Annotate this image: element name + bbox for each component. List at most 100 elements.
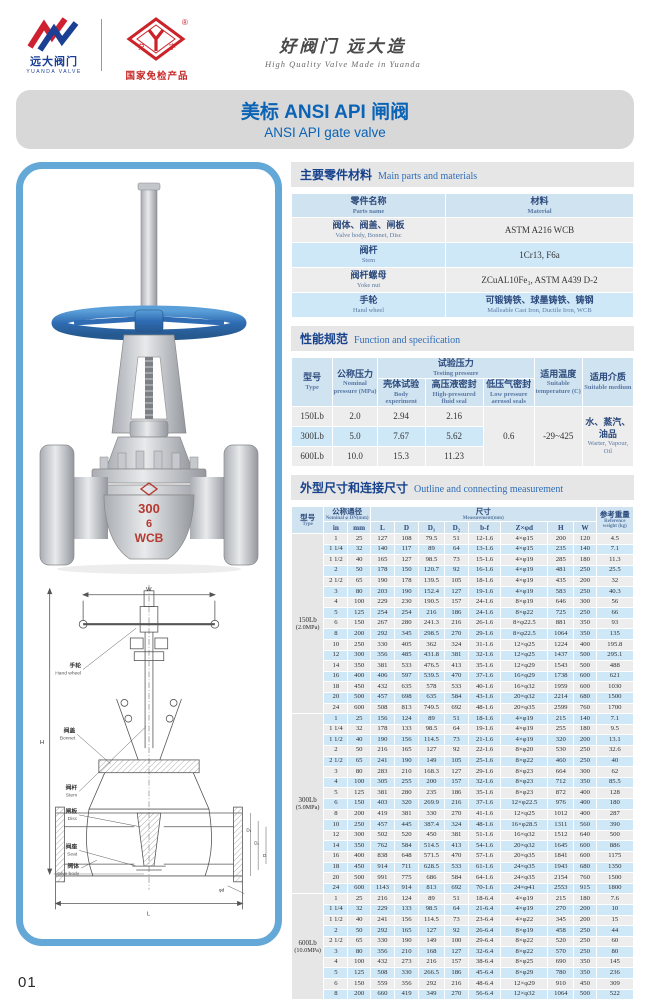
size-cell: 98.5: [419, 555, 444, 565]
materials-header-row: 零件名称 Parts name 材料 Material: [292, 194, 633, 217]
size-cell: 150: [394, 565, 419, 576]
size-cell: 73: [444, 915, 468, 926]
size-cell: 330: [394, 968, 419, 979]
size-cell: 915: [574, 883, 596, 894]
label-seat-cn: 阀座: [65, 842, 77, 850]
size-cell: 4×φ19: [501, 714, 548, 724]
size-cell: 186: [444, 788, 468, 798]
size-cell: 2214: [548, 693, 574, 703]
size-cell: 200: [574, 735, 596, 745]
size-cell: 4×φ19: [501, 724, 548, 735]
size-cell: 8: [324, 809, 348, 820]
column-header: in: [324, 522, 348, 534]
size-cell: 56: [596, 597, 633, 608]
size-cell: 8×φ22: [501, 947, 548, 957]
size-cell: 431.8: [419, 650, 444, 661]
size-cell: 621: [596, 671, 633, 682]
size-cell: 435: [548, 576, 574, 587]
size-cell: 215: [548, 894, 574, 904]
part-name-cell: 阀杆螺母 Yoke nut: [292, 268, 445, 292]
size-cell: 168.3: [419, 767, 444, 777]
dim-phid-label: φd: [219, 888, 225, 893]
size-cell: 910: [548, 979, 574, 989]
size-cell: 8: [324, 989, 348, 1000]
size-cell: 254: [394, 608, 419, 618]
size-cell: 4×φ19: [501, 904, 548, 915]
size-cell: 92: [444, 565, 468, 576]
size-cell: 165: [394, 746, 419, 756]
section-outline-cn: 外型尺寸和连接尺寸: [300, 480, 409, 495]
size-cell: 8×φ22: [501, 936, 548, 947]
main-content: 6 WCB 300 6 WCB: [16, 162, 634, 1000]
label-bonnet-en: Bonnet: [60, 735, 76, 741]
size-row: 24 600 1143 914 813 692 70-1.6 24×φ41 2553 915 180…: [292, 883, 633, 894]
pressure-class-label: 150Lb (2.0MPa): [292, 534, 324, 714]
size-cell: 273: [394, 957, 419, 968]
trademark-logo: 兑 宇 ® 国家免检产品: [111, 16, 203, 82]
size-cell: 80: [596, 947, 633, 957]
size-cell: 1 1/2: [324, 735, 348, 745]
size-cell: 1700: [596, 703, 633, 714]
size-cell: 40: [596, 756, 633, 767]
spec-low-pressure-value: 0.6: [483, 406, 534, 466]
yuanda-logo: 远大阀门 YUANDA VALVE: [16, 16, 92, 75]
column-header: D₁: [419, 522, 444, 534]
label-valvebody-cn: 阀体: [67, 862, 79, 870]
size-cell: 56-6.4: [468, 989, 501, 1000]
part-name-cell: 阀杆 Stem: [292, 243, 445, 267]
size-cell: 125: [348, 608, 370, 618]
size-cell: 500: [596, 830, 633, 841]
size-cell: 514.5: [419, 841, 444, 851]
size-cell: 450: [419, 830, 444, 841]
size-cell: 559: [370, 979, 394, 989]
size-cell: 270: [548, 904, 574, 915]
size-cell: 65: [348, 936, 370, 947]
size-cell: 14: [324, 841, 348, 851]
size-cell: 216: [370, 746, 394, 756]
size-cell: 190: [370, 735, 394, 745]
size-row: 3 80 203 190 152.4 127 19-1.6 4×φ19 583 250 40.3: [292, 587, 633, 597]
size-cell: 14: [324, 661, 348, 671]
size-cell: 125: [348, 968, 370, 979]
column-header: H: [548, 522, 574, 534]
brand-slogan: 好阀门 远大造 High Quality Valve Made in Yuand…: [265, 32, 421, 69]
size-cell: 283: [370, 767, 394, 777]
size-cell: 150: [348, 979, 370, 989]
size-cell: 186: [444, 968, 468, 979]
size-cell: 12×φ29: [501, 661, 548, 671]
size-cell: 600: [348, 883, 370, 894]
size-cell: 250: [574, 587, 596, 597]
size-cell: 48-1.6: [468, 820, 501, 830]
size-cell: 9.5: [596, 724, 633, 735]
size-cell: 4×φ15: [501, 544, 548, 555]
size-row: 16 400 838 648 571.5 470 57-1.6 20×φ35 1841 600 11…: [292, 851, 633, 862]
size-cell: 1500: [596, 693, 633, 703]
size-cell: 35-1.6: [468, 661, 501, 671]
size-cell: 140: [574, 544, 596, 555]
size-cell: 70-1.6: [468, 883, 501, 894]
size-row: 2 1/2 65 190 178 139.5 105 18-1.6 4×φ19 435 200 32: [292, 576, 633, 587]
size-cell: 356: [370, 947, 394, 957]
size-cell: 381: [370, 788, 394, 798]
size-cell: 105: [444, 576, 468, 587]
size-cell: 4×φ19: [501, 555, 548, 565]
size-cell: 597: [394, 671, 419, 682]
size-cell: 648: [394, 851, 419, 862]
size-cell: 80: [348, 767, 370, 777]
size-cell: 216: [419, 957, 444, 968]
size-cell: 92: [444, 926, 468, 936]
size-cell: 32: [596, 576, 633, 587]
size-cell: 236: [596, 968, 633, 979]
spec-temperature-value: -29~425: [534, 406, 582, 466]
size-cell: 350: [574, 618, 596, 629]
size-cell: 40-1.6: [468, 682, 501, 693]
size-cell: 362: [419, 640, 444, 650]
size-cell: 4: [324, 777, 348, 788]
material-row: 阀杆螺母 Yoke nut ZCuAL10Fe₃, ASTM A439 D-2: [292, 268, 633, 292]
size-cell: 105: [444, 756, 468, 767]
size-cell: 200: [574, 576, 596, 587]
size-cell: 2599: [548, 703, 574, 714]
size-cell: 584: [444, 873, 468, 883]
spec-medium-value: 水、蒸汽、油品 Warter, Vapour, Oil: [582, 406, 633, 466]
size-cell: 80: [348, 947, 370, 957]
